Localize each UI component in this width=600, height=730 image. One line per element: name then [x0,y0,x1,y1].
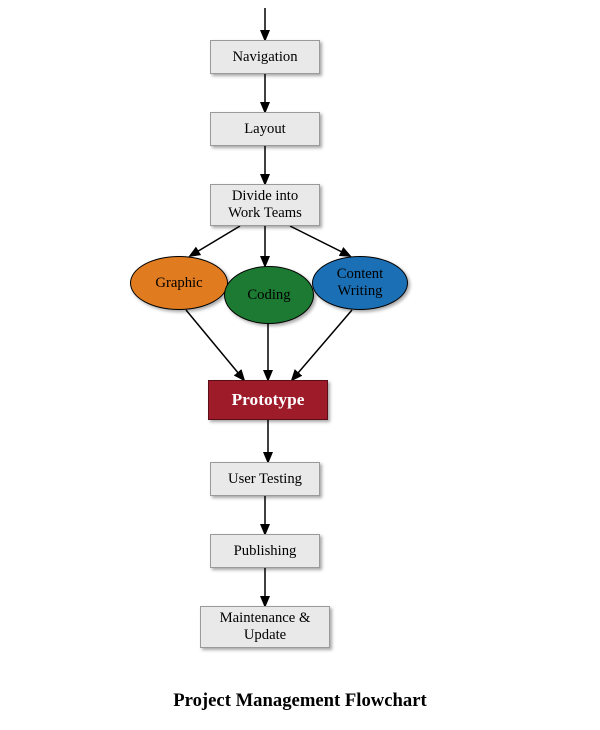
diagram-caption: Project Management Flowchart [0,690,600,712]
edge-8 [292,310,352,380]
node-navigation: Navigation [210,40,320,74]
node-content: Content Writing [312,256,408,310]
node-maintenance: Maintenance & Update [200,606,330,648]
node-divide: Divide into Work Teams [210,184,320,226]
node-prototype: Prototype [208,380,328,420]
edge-5 [290,226,350,256]
flowchart-stage: Project Management Flowchart Navigation L… [0,0,600,730]
node-usertest: User Testing [210,462,320,496]
edge-6 [186,310,244,380]
node-graphic: Graphic [130,256,228,310]
node-layout: Layout [210,112,320,146]
edge-3 [190,226,240,256]
node-publishing: Publishing [210,534,320,568]
node-coding: Coding [224,266,314,324]
